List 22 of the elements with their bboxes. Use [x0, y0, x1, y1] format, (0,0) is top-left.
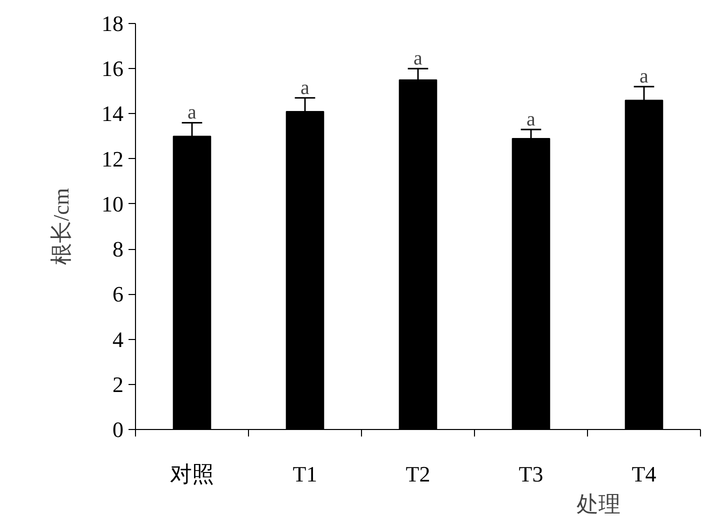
y-tick-label: 16: [102, 56, 124, 82]
x-tick-label: T2: [406, 462, 430, 486]
annotation: a: [526, 108, 536, 131]
y-axis-title: 根长/cm: [48, 188, 74, 265]
x-tick-label: T3: [518, 462, 544, 486]
annotation: a: [414, 48, 423, 70]
y-tick-label: 4: [112, 326, 124, 352]
y-tick-label: 2: [112, 372, 124, 397]
y-tick-label: 12: [102, 146, 124, 172]
y-tick-label: 10: [102, 191, 124, 216]
x-tick-label: T4: [632, 462, 656, 486]
x-tick-label: T1: [292, 462, 318, 486]
x-axis-title: 处理: [576, 492, 620, 516]
y-tick-label: 8: [112, 236, 124, 262]
annotation: a: [300, 76, 310, 99]
y-tick-label: 6: [112, 282, 124, 307]
annotation: a: [640, 66, 649, 88]
annotation: a: [188, 102, 197, 124]
y-tick-label: 18: [102, 11, 124, 36]
y-tick-label: 14: [102, 101, 124, 126]
y-tick-label: 0: [112, 417, 124, 442]
x-tick-label: 对照: [170, 462, 214, 486]
